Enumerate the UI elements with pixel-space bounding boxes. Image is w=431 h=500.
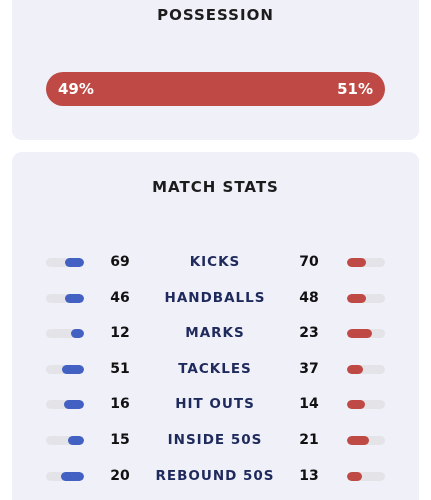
away-share-fill (347, 293, 367, 303)
home-value: 20 (110, 467, 130, 484)
home-share-bar (46, 258, 84, 267)
away-share-bar (347, 400, 385, 410)
away-value: 13 (299, 467, 319, 484)
possession-card: POSSESSION 49% 51% (12, 0, 419, 140)
home-value: 69 (110, 254, 130, 270)
away-value: 14 (299, 396, 319, 413)
home-share-fill (60, 471, 84, 481)
home-value: 51 (110, 360, 130, 377)
stat-label: INSIDE 50S (167, 432, 263, 448)
stat-row: 51 TACKLES 37 (12, 359, 419, 379)
stat-label: HANDBALLS (164, 289, 266, 306)
away-value: 48 (299, 289, 319, 306)
possession-home-segment (46, 72, 213, 106)
home-share-fill (65, 293, 84, 303)
away-share-fill (347, 471, 362, 481)
home-share-bar (46, 471, 84, 481)
away-share-bar (347, 471, 385, 481)
home-value: 12 (110, 325, 130, 342)
stat-label: KICKS (189, 254, 241, 270)
stat-label: MARKS (185, 325, 245, 342)
match-stats-title: MATCH STATS (152, 178, 279, 196)
away-share-bar (347, 258, 385, 267)
home-value: 46 (110, 289, 130, 306)
away-value: 21 (299, 432, 319, 448)
away-share-fill (347, 258, 367, 267)
stat-row: 69 KICKS 70 (12, 252, 419, 272)
away-share-fill (347, 329, 372, 339)
stat-label: HIT OUTS (175, 396, 255, 413)
home-share-bar (46, 400, 84, 410)
stat-row: 12 MARKS 23 (12, 323, 419, 343)
home-share-bar (46, 436, 84, 445)
away-value: 70 (299, 254, 319, 270)
stat-row: 15 INSIDE 50S 21 (12, 430, 419, 450)
home-share-bar (46, 293, 84, 303)
away-value: 37 (299, 360, 319, 377)
possession-title: POSSESSION (157, 6, 274, 24)
away-share-bar (347, 436, 385, 445)
stat-label: TACKLES (178, 360, 252, 377)
away-share-bar (347, 364, 385, 374)
home-share-fill (63, 400, 84, 410)
away-share-fill (347, 364, 363, 374)
stat-row: 46 HANDBALLS 48 (12, 288, 419, 308)
away-share-bar (347, 329, 385, 339)
home-value: 16 (110, 396, 130, 413)
home-share-bar (46, 364, 84, 374)
away-share-bar (347, 293, 385, 303)
possession-away-value: 51% (337, 80, 373, 98)
stat-row: 16 HIT OUTS 14 (12, 394, 419, 414)
home-share-bar (46, 329, 84, 339)
home-share-fill (70, 329, 84, 339)
home-share-fill (68, 436, 84, 445)
stat-label: REBOUND 50S (155, 467, 275, 484)
away-share-fill (347, 400, 365, 410)
home-share-fill (65, 258, 84, 267)
possession-bar: 49% 51% (46, 72, 385, 106)
home-value: 15 (110, 432, 130, 448)
away-share-fill (347, 436, 370, 445)
possession-away-segment (212, 72, 385, 106)
stat-row: 20 REBOUND 50S 13 (12, 466, 419, 486)
home-share-fill (61, 364, 84, 374)
away-value: 23 (299, 325, 319, 342)
match-stats-card: MATCH STATS 69 KICKS 70 46 HANDBALLS 48 12 MARK… (12, 152, 419, 500)
possession-home-value: 49% (58, 80, 94, 98)
